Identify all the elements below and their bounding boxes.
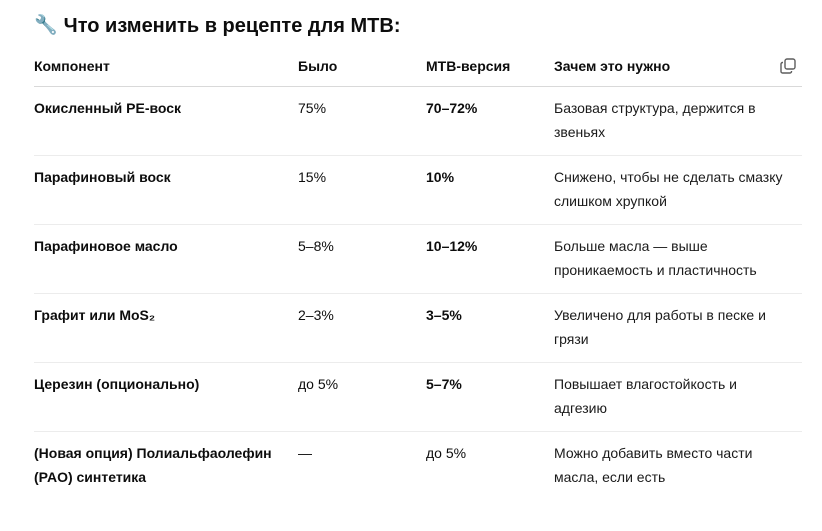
cell-mtb: до 5%	[426, 445, 467, 461]
cell-why: Базовая структура, держится в звеньях	[554, 86, 802, 156]
cell-mtb: 70–72%	[426, 86, 554, 156]
cell-component: (Новая опция) Полиальфаолефин (PAO) синт…	[34, 445, 272, 485]
section-title: Что изменить в рецепте для MTB:	[63, 15, 401, 37]
column-header-why: Зачем это нужно	[554, 50, 802, 87]
table-row: (Новая опция) Полиальфаолефин (PAO) синт…	[34, 432, 802, 501]
cell-mtb: 5–7%	[426, 362, 554, 432]
cell-was: 5–8%	[298, 224, 426, 294]
cell-why: Больше масла — выше проникаемость и плас…	[554, 224, 802, 294]
cell-was: 2–3%	[298, 293, 426, 363]
cell-mtb: 10%	[426, 155, 554, 225]
cell-component: Окисленный PE-воск	[34, 86, 298, 156]
cell-was: до 5%	[298, 362, 426, 432]
cell-was: —	[298, 445, 312, 461]
section-heading: 🔧 Что изменить в рецепте для MTB:	[34, 12, 400, 40]
cell-was: 15%	[298, 155, 426, 225]
cell-was: 75%	[298, 86, 426, 156]
cell-mtb: 10–12%	[426, 224, 554, 294]
table-row: Графит или MoS₂ 2–3% 3–5% Увеличено для …	[34, 293, 802, 363]
column-header-component: Компонент	[34, 50, 298, 87]
table-row: Парафиновый воск 15% 10% Снижено, чтобы …	[34, 155, 802, 225]
cell-mtb: 3–5%	[426, 293, 554, 363]
cell-component: Парафиновый воск	[34, 155, 298, 225]
cell-component: Парафиновое масло	[34, 224, 298, 294]
recipe-table: Компонент Было MTB-версия Зачем это нужн…	[34, 50, 802, 500]
table-row: Церезин (опционально) до 5% 5–7% Повышае…	[34, 362, 802, 432]
cell-why: Можно добавить вместо части масла, если …	[554, 445, 753, 485]
cell-why: Снижено, чтобы не сделать смазку слишком…	[554, 155, 802, 225]
wrench-icon: 🔧	[34, 15, 58, 36]
column-header-mtb: MTB-версия	[426, 50, 554, 87]
table-row: Парафиновое масло 5–8% 10–12% Больше мас…	[34, 224, 802, 294]
column-header-was: Было	[298, 50, 426, 87]
table-header-row: Компонент Было MTB-версия Зачем это нужн…	[34, 50, 802, 87]
cell-why: Увеличено для работы в песке и грязи	[554, 293, 802, 363]
cell-component: Церезин (опционально)	[34, 362, 298, 432]
table-row: Окисленный PE-воск 75% 70–72% Базовая ст…	[34, 86, 802, 156]
cell-why: Повышает влагостойкость и адгезию	[554, 362, 802, 432]
cell-component: Графит или MoS₂	[34, 293, 298, 363]
